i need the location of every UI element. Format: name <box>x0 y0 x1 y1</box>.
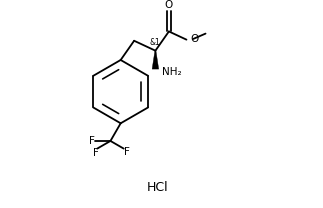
Text: F: F <box>89 136 94 146</box>
Text: O: O <box>190 34 198 44</box>
Text: F: F <box>124 147 130 157</box>
Text: F: F <box>93 148 99 158</box>
Text: HCl: HCl <box>147 181 168 194</box>
Text: O: O <box>165 0 173 10</box>
Polygon shape <box>152 51 159 69</box>
Text: &1: &1 <box>149 38 160 47</box>
Text: NH₂: NH₂ <box>162 67 181 77</box>
